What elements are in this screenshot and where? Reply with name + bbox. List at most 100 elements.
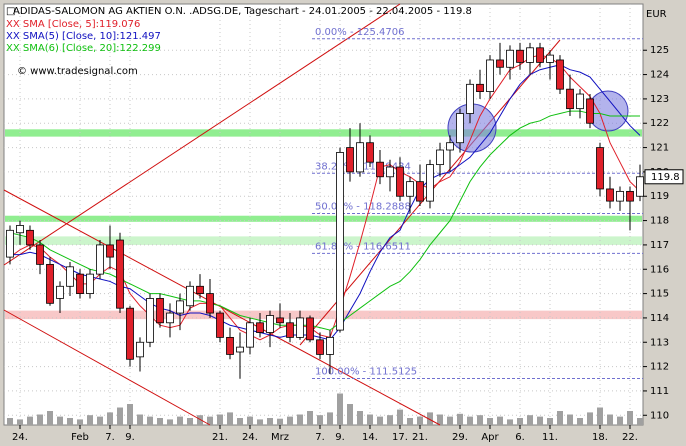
- candle-body: [576, 93, 584, 110]
- y-tick-label: 111: [650, 386, 669, 397]
- candle-body: [126, 307, 134, 360]
- y-tick-label: 114: [650, 313, 669, 324]
- x-tick-label: 9.: [335, 432, 345, 443]
- candle-body: [616, 190, 624, 202]
- volume-bar: [417, 416, 423, 425]
- candle-body: [626, 190, 634, 202]
- zone: [5, 236, 642, 245]
- candle-body: [46, 263, 54, 304]
- candle-body: [386, 166, 394, 178]
- candle-body: [636, 176, 644, 197]
- candle-body: [246, 322, 254, 348]
- candle-body: [216, 312, 224, 338]
- candle-body: [316, 339, 324, 355]
- volume-bar: [247, 416, 253, 425]
- fib-label: 100.00% - 111.5125: [315, 366, 417, 377]
- candle-body: [346, 147, 354, 173]
- candle-body: [466, 83, 474, 114]
- y-tick-label: 122: [650, 118, 669, 129]
- fib-label: 0.00% - 125.4706: [315, 27, 404, 38]
- candle-body: [186, 285, 194, 307]
- volume-bar: [47, 411, 53, 425]
- y-tick-label: 117: [650, 240, 669, 251]
- y-tick-label: 115: [650, 289, 669, 300]
- x-tick-label: 6.: [515, 432, 525, 443]
- volume-bar: [447, 416, 453, 425]
- x-tick-label: 14.: [362, 432, 378, 443]
- volume-bar: [217, 414, 223, 425]
- volume-bar: [567, 414, 573, 425]
- candle-body: [206, 293, 214, 314]
- candle-body: [326, 336, 334, 355]
- candle-body: [266, 315, 274, 333]
- candle-body: [486, 59, 494, 93]
- candle-body: [76, 273, 84, 294]
- zone: [5, 129, 642, 137]
- candle-body: [176, 300, 184, 314]
- candles: [6, 42, 644, 379]
- candle-body: [356, 142, 364, 173]
- x-tick-label: 11.: [542, 432, 558, 443]
- x-tick-label: 18.: [592, 432, 608, 443]
- candle-body: [236, 346, 244, 353]
- volume-bar: [107, 412, 113, 425]
- zones: [5, 129, 642, 320]
- candle-body: [496, 59, 504, 68]
- volume-bar: [187, 418, 193, 425]
- volume-bar: [597, 407, 603, 425]
- x-tick-label: Mrz: [271, 432, 289, 443]
- volume-bar: [357, 411, 363, 425]
- volume-bar: [407, 418, 413, 425]
- volume-bar: [77, 419, 83, 425]
- candle-body: [376, 161, 384, 178]
- volume-bar: [627, 411, 633, 425]
- volume-bar: [237, 418, 243, 425]
- title-icon: □: [6, 6, 15, 17]
- volume-bar: [177, 416, 183, 425]
- volume-bar: [67, 418, 73, 425]
- candle-body: [516, 49, 524, 63]
- volume-bar: [607, 414, 613, 425]
- x-tick-label: 9.: [125, 432, 135, 443]
- volume-bar: [257, 419, 263, 425]
- candle-body: [56, 285, 64, 299]
- y-tick-label: 110: [650, 410, 669, 421]
- candle-body: [446, 142, 454, 151]
- trendline: [3, 309, 211, 426]
- candle-body: [556, 59, 564, 90]
- candle-body: [26, 229, 34, 246]
- last-price-box: [644, 169, 684, 185]
- volume-bar: [577, 418, 583, 425]
- candle-body: [256, 322, 264, 333]
- y-tick-label: 121: [650, 143, 669, 154]
- candle-body: [16, 225, 24, 234]
- volume-bar: [277, 418, 283, 425]
- volume-bar: [617, 416, 623, 425]
- copyright: © www.tradesignal.com: [17, 66, 138, 77]
- volume-bar: [437, 414, 443, 425]
- volume-bar: [147, 416, 153, 425]
- volume-bar: [367, 414, 373, 425]
- candle-body: [596, 147, 604, 190]
- candle-body: [106, 244, 114, 258]
- volume-bar: [497, 416, 503, 425]
- fib-label: 61.80% - 116.6511: [315, 241, 411, 252]
- volume-bar: [137, 414, 143, 425]
- volume-bar: [337, 393, 343, 425]
- volume-bar: [637, 418, 643, 425]
- candle-body: [276, 317, 284, 324]
- candle-body: [566, 88, 574, 110]
- candle-body: [476, 83, 484, 93]
- candle-body: [546, 54, 554, 63]
- volume-bar: [387, 415, 393, 425]
- volume-bar: [17, 419, 23, 425]
- y-tick-label: 113: [650, 337, 669, 348]
- candle-body: [306, 317, 314, 341]
- currency: EUR: [646, 9, 667, 20]
- candle-body: [96, 244, 104, 275]
- legend-entry: XX SMA(5) [Close, 10]:121.497: [6, 31, 161, 42]
- axes: 1101111121131141151161171181191201211221…: [12, 45, 684, 443]
